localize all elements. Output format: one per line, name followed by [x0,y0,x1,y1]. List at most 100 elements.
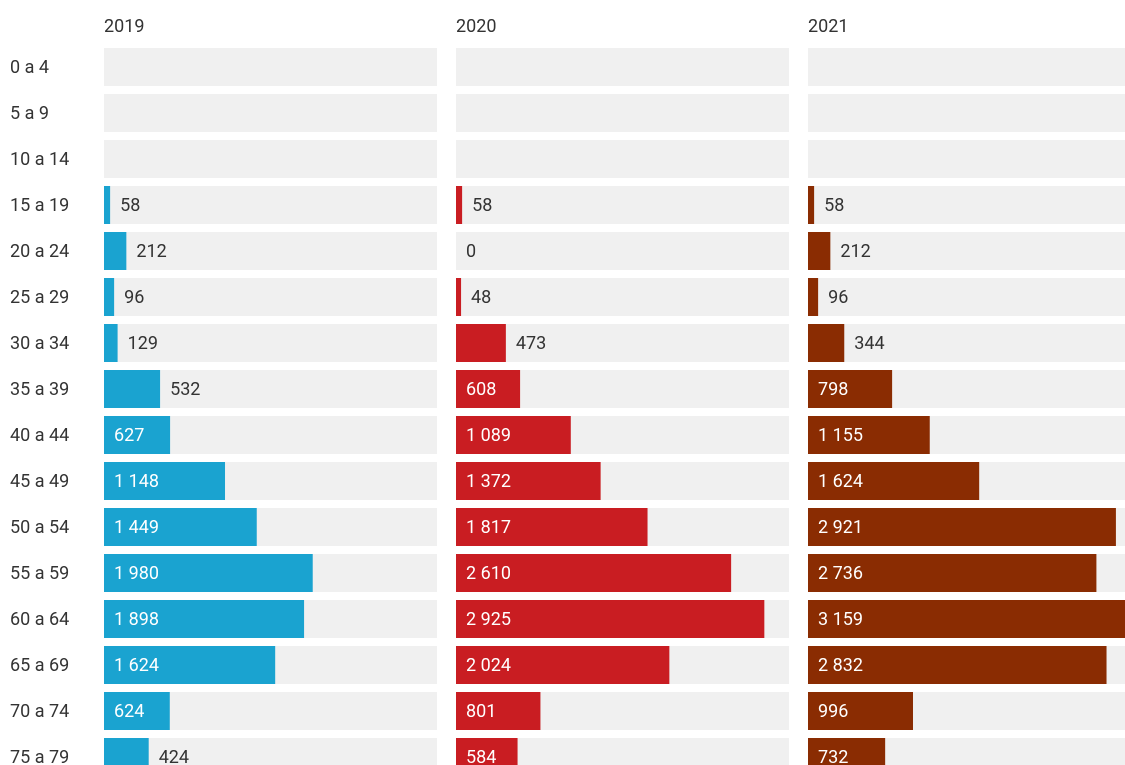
bar-track [808,94,1125,132]
bar [104,600,305,638]
value-label: 2 736 [818,563,863,584]
value-label: 344 [854,333,884,354]
value-label: 96 [828,287,848,308]
category-label: 35 a 39 [10,379,69,400]
bar [104,186,111,224]
bar [808,508,1116,546]
category-label: 20 a 24 [10,241,69,262]
bar [808,646,1107,684]
category-label: 15 a 19 [10,195,69,216]
value-label: 58 [472,195,492,216]
category-label: 45 a 49 [10,471,69,492]
value-label: 584 [466,747,496,765]
value-label: 2 921 [818,517,863,538]
value-label: 624 [114,701,144,722]
bar-track [104,232,437,270]
bar-track [104,48,437,86]
bar [456,324,506,362]
bar [456,738,518,765]
value-label: 96 [124,287,144,308]
bar [104,278,115,316]
category-label: 75 a 79 [10,747,69,765]
bar [808,738,886,765]
value-label: 532 [170,379,200,400]
category-label: 50 a 54 [10,517,69,538]
bar [456,508,648,546]
bar [104,370,161,408]
bar [808,416,930,454]
bar [808,554,1097,592]
value-label: 3 159 [818,609,863,630]
bar-track [456,186,789,224]
bar-track [808,232,1125,270]
bar-track [808,324,1125,362]
value-label: 212 [136,241,166,262]
category-label: 0 a 4 [10,57,49,78]
value-label: 732 [818,747,848,765]
value-label: 996 [818,701,848,722]
bar [808,462,980,500]
category-label: 70 a 74 [10,701,69,722]
value-label: 1 148 [114,471,159,492]
value-label: 2 925 [466,609,511,630]
value-label: 1 624 [818,471,863,492]
bar [104,324,118,362]
bar [808,600,1125,638]
value-label: 1 898 [114,609,159,630]
bar-track [104,278,437,316]
bar-track [104,738,437,765]
bar [456,370,521,408]
bar [456,462,601,500]
value-label: 129 [128,333,158,354]
category-label: 65 a 69 [10,655,69,676]
bar-track [456,140,789,178]
value-label: 58 [824,195,844,216]
value-label: 2 610 [466,563,511,584]
value-label: 1 372 [466,471,511,492]
panel-title: 2019 [104,16,144,37]
value-label: 798 [818,379,848,400]
value-label: 801 [466,701,496,722]
bar-track [808,186,1125,224]
bar [104,416,171,454]
value-label: 0 [466,241,476,262]
bar-track [456,278,789,316]
bar [456,600,765,638]
value-label: 212 [840,241,870,262]
bar-track [456,232,789,270]
bar [456,416,571,454]
category-label: 25 a 29 [10,287,69,308]
category-label: 55 a 59 [10,563,69,584]
bar [104,646,276,684]
bar [104,554,313,592]
category-label: 5 a 9 [10,103,49,124]
value-label: 2 832 [818,655,863,676]
bar [808,324,845,362]
value-label: 2 024 [466,655,511,676]
bar [456,554,732,592]
bar [456,278,462,316]
bar [104,462,226,500]
category-label: 30 a 34 [10,333,69,354]
bar [808,278,819,316]
bar [456,186,463,224]
bar-track [808,48,1125,86]
value-label: 1 980 [114,563,159,584]
bar [808,186,815,224]
value-label: 1 624 [114,655,159,676]
value-label: 608 [466,379,496,400]
bar-track [104,94,437,132]
value-label: 1 449 [114,517,159,538]
category-label: 40 a 44 [10,425,69,446]
value-label: 473 [516,333,546,354]
bar [456,646,670,684]
bar [808,232,831,270]
value-label: 627 [114,425,144,446]
bar [456,692,541,730]
bar [104,692,170,730]
bar [104,232,127,270]
bar-track [456,94,789,132]
bar-track [104,140,437,178]
category-label: 60 a 64 [10,609,69,630]
